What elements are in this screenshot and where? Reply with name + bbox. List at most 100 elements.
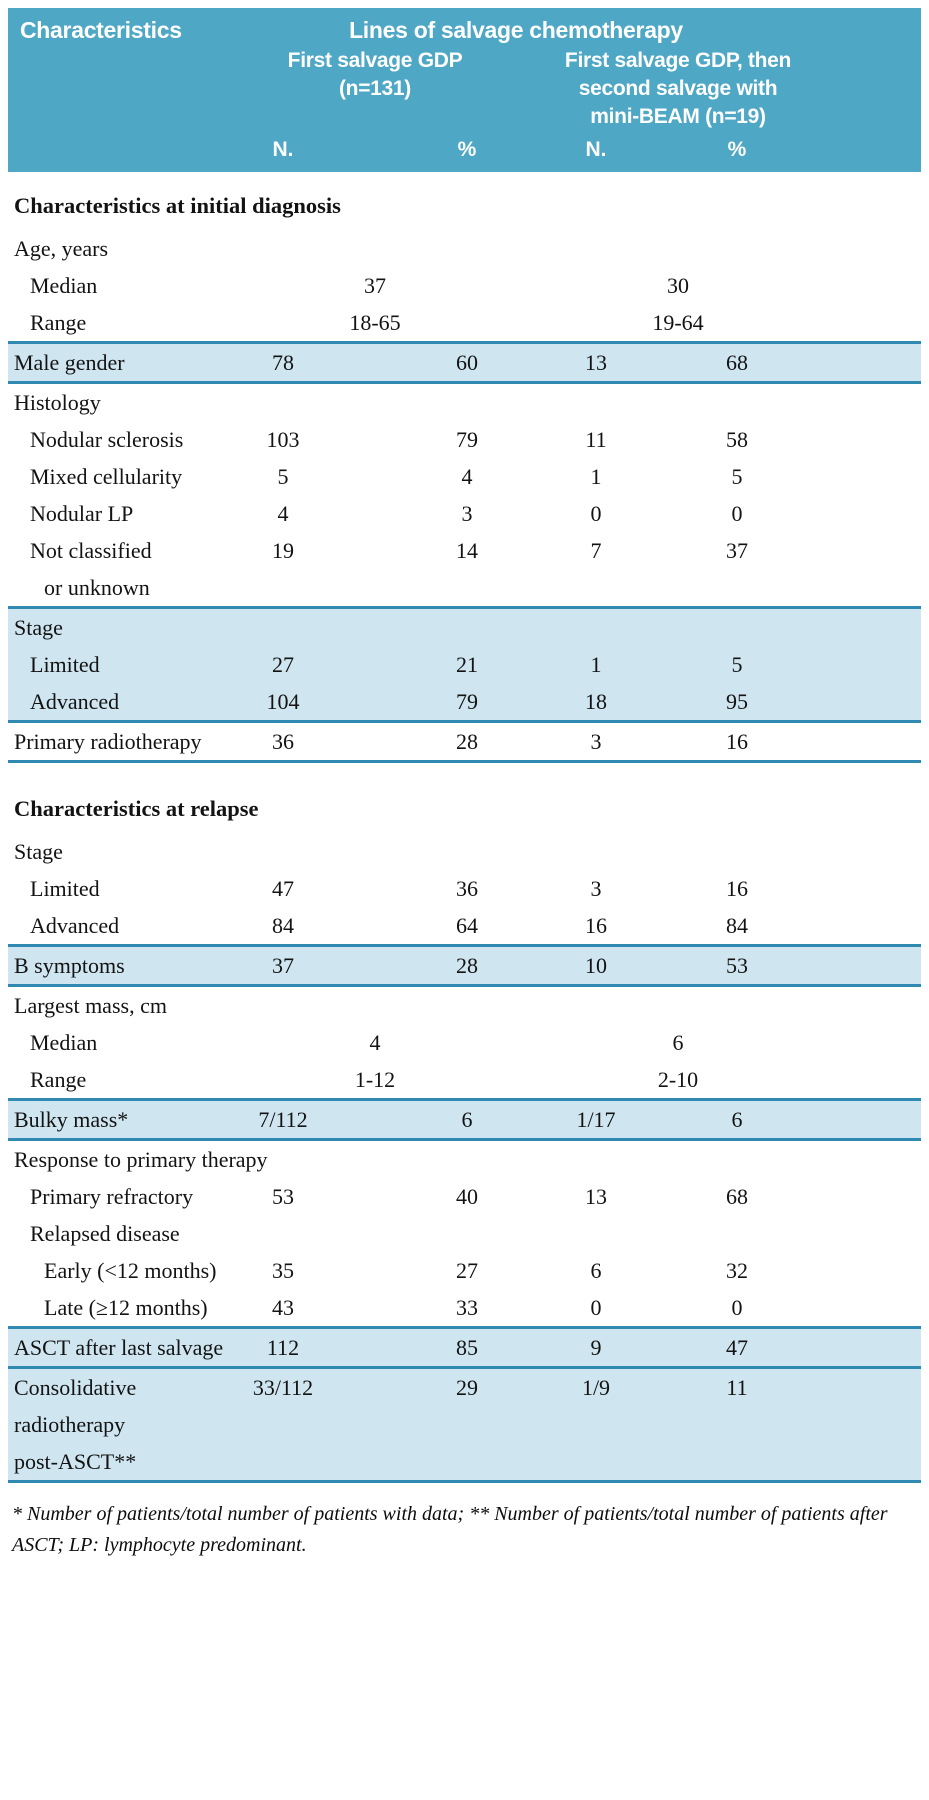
value-cell-span: 4 bbox=[369, 1029, 381, 1055]
row-label: Range bbox=[30, 309, 87, 335]
table-row: Not classified 19 14 7 37 bbox=[8, 532, 921, 569]
row-label: Limited bbox=[30, 875, 100, 901]
row-label: Mixed cellularity bbox=[30, 463, 183, 489]
value-cell: 6 bbox=[461, 1106, 473, 1132]
value-cell: 0 bbox=[731, 500, 743, 526]
row-label: Bulky mass* bbox=[14, 1106, 129, 1132]
row-label: Stage bbox=[14, 838, 63, 864]
row-label: Relapsed disease bbox=[30, 1220, 180, 1246]
table-row: B symptoms 37 28 10 53 bbox=[8, 947, 921, 984]
value-cell: 0 bbox=[590, 1294, 602, 1320]
value-cell: 64 bbox=[456, 912, 478, 938]
row-label: Histology bbox=[14, 389, 101, 415]
value-cell: 37 bbox=[726, 537, 748, 563]
value-cell: 16 bbox=[726, 875, 748, 901]
table-row: Range 18-65 19-64 bbox=[8, 304, 921, 341]
section-divider bbox=[8, 1098, 921, 1101]
section-divider bbox=[8, 381, 921, 384]
header-column-group-1: First salvage GDP (n=131) bbox=[213, 47, 537, 103]
value-cell: 1/17 bbox=[576, 1106, 616, 1132]
value-cell: 16 bbox=[726, 728, 748, 754]
value-cell-span: 2-10 bbox=[657, 1066, 699, 1092]
section-header-row: Characteristics at initial diagnosis bbox=[8, 182, 921, 230]
value-cell: 60 bbox=[456, 349, 478, 375]
value-cell: 47 bbox=[726, 1334, 748, 1360]
section-divider bbox=[8, 606, 921, 609]
table-row: Male gender 78 60 13 68 bbox=[8, 344, 921, 381]
table-row: Primary radiotherapy 36 28 3 16 bbox=[8, 723, 921, 760]
value-cell: 7 bbox=[590, 537, 602, 563]
value-cell: 13 bbox=[585, 349, 607, 375]
value-cell: 5 bbox=[731, 463, 743, 489]
value-cell: 10 bbox=[585, 952, 607, 978]
table-header: Characteristics Lines of salvage chemoth… bbox=[8, 8, 921, 172]
table-row: Early (<12 months) 35 27 6 32 bbox=[8, 1252, 921, 1289]
row-label: Advanced bbox=[30, 688, 120, 714]
value-cell: 4 bbox=[277, 500, 289, 526]
row-label: Primary refractory bbox=[30, 1183, 194, 1209]
header-characteristics: Characteristics bbox=[20, 17, 182, 43]
table-row: ASCT after last salvage 112 85 9 47 bbox=[8, 1329, 921, 1366]
value-cell: 53 bbox=[272, 1183, 294, 1209]
value-cell: 3 bbox=[461, 500, 473, 526]
table-row: Stage bbox=[8, 833, 921, 870]
value-cell: 78 bbox=[272, 349, 294, 375]
table-row: Mixed cellularity 5 4 1 5 bbox=[8, 458, 921, 495]
value-cell: 19 bbox=[272, 537, 294, 563]
value-cell: 3 bbox=[590, 728, 602, 754]
table-row: Nodular sclerosis 103 79 11 58 bbox=[8, 421, 921, 458]
section-divider bbox=[8, 1326, 921, 1329]
table-row: Median 4 6 bbox=[8, 1024, 921, 1061]
row-label: Median bbox=[30, 272, 98, 298]
value-cell: 79 bbox=[456, 426, 478, 452]
value-cell: 0 bbox=[590, 500, 602, 526]
value-cell: 1 bbox=[590, 463, 602, 489]
value-cell: 28 bbox=[456, 952, 478, 978]
value-cell: 28 bbox=[456, 728, 478, 754]
value-cell: 40 bbox=[456, 1183, 478, 1209]
value-cell-span: 1-12 bbox=[354, 1066, 396, 1092]
row-label: Nodular LP bbox=[30, 500, 134, 526]
value-cell-span: 19-64 bbox=[652, 309, 704, 335]
section-divider bbox=[8, 720, 921, 723]
section-divider bbox=[8, 1366, 921, 1369]
table-row: Consolidative 33/112 29 1/9 11 bbox=[8, 1369, 921, 1406]
row-label: Consolidative bbox=[14, 1374, 137, 1400]
value-cell: 13 bbox=[585, 1183, 607, 1209]
value-cell: 18 bbox=[585, 688, 607, 714]
value-cell: 0 bbox=[731, 1294, 743, 1320]
table-row: or unknown bbox=[8, 569, 921, 606]
value-cell: 58 bbox=[726, 426, 748, 452]
value-cell: 95 bbox=[726, 688, 748, 714]
header-row-title: Characteristics Lines of salvage chemoth… bbox=[8, 17, 921, 44]
value-cell: 14 bbox=[456, 537, 478, 563]
value-cell: 5 bbox=[731, 651, 743, 677]
footnote: * Number of patients/total number of pat… bbox=[12, 1503, 888, 1556]
value-cell: 11 bbox=[726, 1374, 748, 1400]
value-cell: 103 bbox=[266, 426, 300, 452]
subheader-pct-group2: % bbox=[727, 138, 747, 161]
header-group2-line1: First salvage GDP, then bbox=[564, 49, 792, 72]
value-cell: 27 bbox=[272, 651, 294, 677]
value-cell: 3 bbox=[590, 875, 602, 901]
value-cell: 11 bbox=[585, 426, 607, 452]
value-cell-span: 6 bbox=[672, 1029, 684, 1055]
row-label: Median bbox=[30, 1029, 98, 1055]
value-cell: 9 bbox=[590, 1334, 602, 1360]
subheader-pct-group1: % bbox=[457, 138, 477, 161]
table-row: Limited 47 36 3 16 bbox=[8, 870, 921, 907]
table-body: Characteristics at initial diagnosis Age,… bbox=[8, 172, 921, 1483]
value-cell: 43 bbox=[272, 1294, 294, 1320]
row-label: Age, years bbox=[14, 235, 109, 261]
row-label: or unknown bbox=[44, 574, 150, 600]
value-cell: 84 bbox=[726, 912, 748, 938]
section-divider bbox=[8, 1480, 921, 1483]
value-cell: 68 bbox=[726, 1183, 748, 1209]
characteristics-table: Characteristics Lines of salvage chemoth… bbox=[8, 8, 921, 1483]
row-label: ASCT after last salvage bbox=[14, 1334, 224, 1360]
table-row: Late (≥12 months) 43 33 0 0 bbox=[8, 1289, 921, 1326]
row-label: Largest mass, cm bbox=[14, 992, 167, 1018]
value-cell: 27 bbox=[456, 1257, 478, 1283]
value-cell: 6 bbox=[731, 1106, 743, 1132]
section-divider bbox=[8, 984, 921, 987]
